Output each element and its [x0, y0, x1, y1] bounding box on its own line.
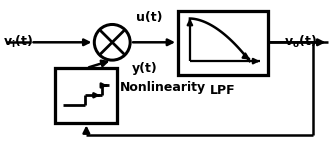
Text: v$_\mathbf{o}$(t): v$_\mathbf{o}$(t)	[284, 34, 317, 50]
Text: v$_\mathbf{i}$(t): v$_\mathbf{i}$(t)	[3, 34, 33, 50]
Bar	[55, 68, 117, 123]
Text: LPF: LPF	[210, 84, 235, 97]
Text: Nonlinearity: Nonlinearity	[120, 81, 206, 94]
Text: u(t): u(t)	[136, 11, 163, 24]
Text: y(t): y(t)	[132, 62, 158, 75]
Bar	[178, 11, 268, 75]
